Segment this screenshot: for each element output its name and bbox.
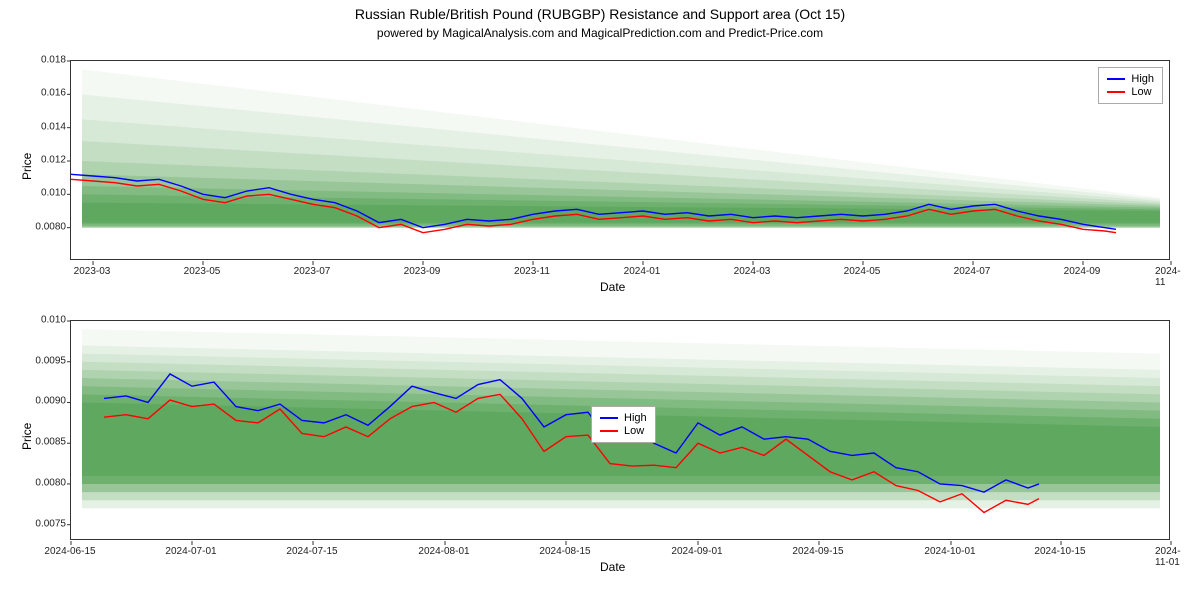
- y-tick-label: 0.0095: [12, 355, 66, 366]
- y-tick-label: 0.0090: [12, 396, 66, 407]
- legend: High Low: [1098, 67, 1163, 104]
- x-tick-label: 2024-09: [1064, 266, 1101, 277]
- legend-swatch-high: [1107, 78, 1125, 80]
- legend-label-low: Low: [624, 425, 644, 437]
- y-tick-label: 0.018: [12, 55, 66, 66]
- x-tick-label: 2024-05: [844, 266, 881, 277]
- legend-label-high: High: [624, 412, 647, 424]
- y-tick-label: 0.0075: [12, 518, 66, 529]
- x-tick-label: 2024-11-01: [1155, 546, 1185, 568]
- legend-item-low: Low: [1107, 86, 1154, 98]
- x-axis-label: Date: [600, 280, 625, 294]
- x-axis-label: Date: [600, 560, 625, 574]
- legend-item-low: Low: [600, 425, 647, 437]
- x-tick-label: 2024-01: [624, 266, 661, 277]
- top-chart-svg: [71, 61, 1171, 261]
- x-tick-label: 2024-08-01: [418, 546, 469, 557]
- x-tick-label: 2024-07-15: [286, 546, 337, 557]
- y-tick-label: 0.010: [12, 188, 66, 199]
- x-tick-label: 2024-11: [1155, 266, 1185, 288]
- legend-item-high: High: [600, 412, 647, 424]
- chart-subtitle: powered by MagicalAnalysis.com and Magic…: [0, 22, 1200, 40]
- x-tick-label: 2024-07: [954, 266, 991, 277]
- x-tick-label: 2024-08-15: [539, 546, 590, 557]
- legend-label-low: Low: [1131, 86, 1151, 98]
- legend-swatch-high: [600, 417, 618, 419]
- legend: High Low: [591, 406, 656, 443]
- chart-title: Russian Ruble/British Pound (RUBGBP) Res…: [0, 0, 1200, 22]
- x-tick-label: 2024-07-01: [165, 546, 216, 557]
- x-tick-label: 2023-07: [294, 266, 331, 277]
- x-tick-label: 2024-09-01: [671, 546, 722, 557]
- y-tick-label: 0.0085: [12, 437, 66, 448]
- y-tick-label: 0.010: [12, 315, 66, 326]
- x-tick-label: 2024-03: [734, 266, 771, 277]
- x-tick-label: 2023-09: [404, 266, 441, 277]
- x-tick-label: 2023-11: [514, 266, 550, 277]
- y-tick-label: 0.012: [12, 155, 66, 166]
- x-tick-label: 2024-06-15: [44, 546, 95, 557]
- x-tick-label: 2023-03: [74, 266, 111, 277]
- y-tick-label: 0.014: [12, 121, 66, 132]
- bottom-chart: High Low: [70, 320, 1170, 540]
- x-tick-label: 2023-05: [184, 266, 221, 277]
- y-tick-label: 0.016: [12, 88, 66, 99]
- legend-swatch-low: [600, 430, 618, 432]
- legend-label-high: High: [1131, 73, 1154, 85]
- x-tick-label: 2024-10-01: [924, 546, 975, 557]
- top-chart: High Low: [70, 60, 1170, 260]
- y-tick-label: 0.0080: [12, 221, 66, 232]
- legend-item-high: High: [1107, 73, 1154, 85]
- y-tick-label: 0.0080: [12, 477, 66, 488]
- x-tick-label: 2024-10-15: [1034, 546, 1085, 557]
- x-tick-label: 2024-09-15: [792, 546, 843, 557]
- legend-swatch-low: [1107, 91, 1125, 93]
